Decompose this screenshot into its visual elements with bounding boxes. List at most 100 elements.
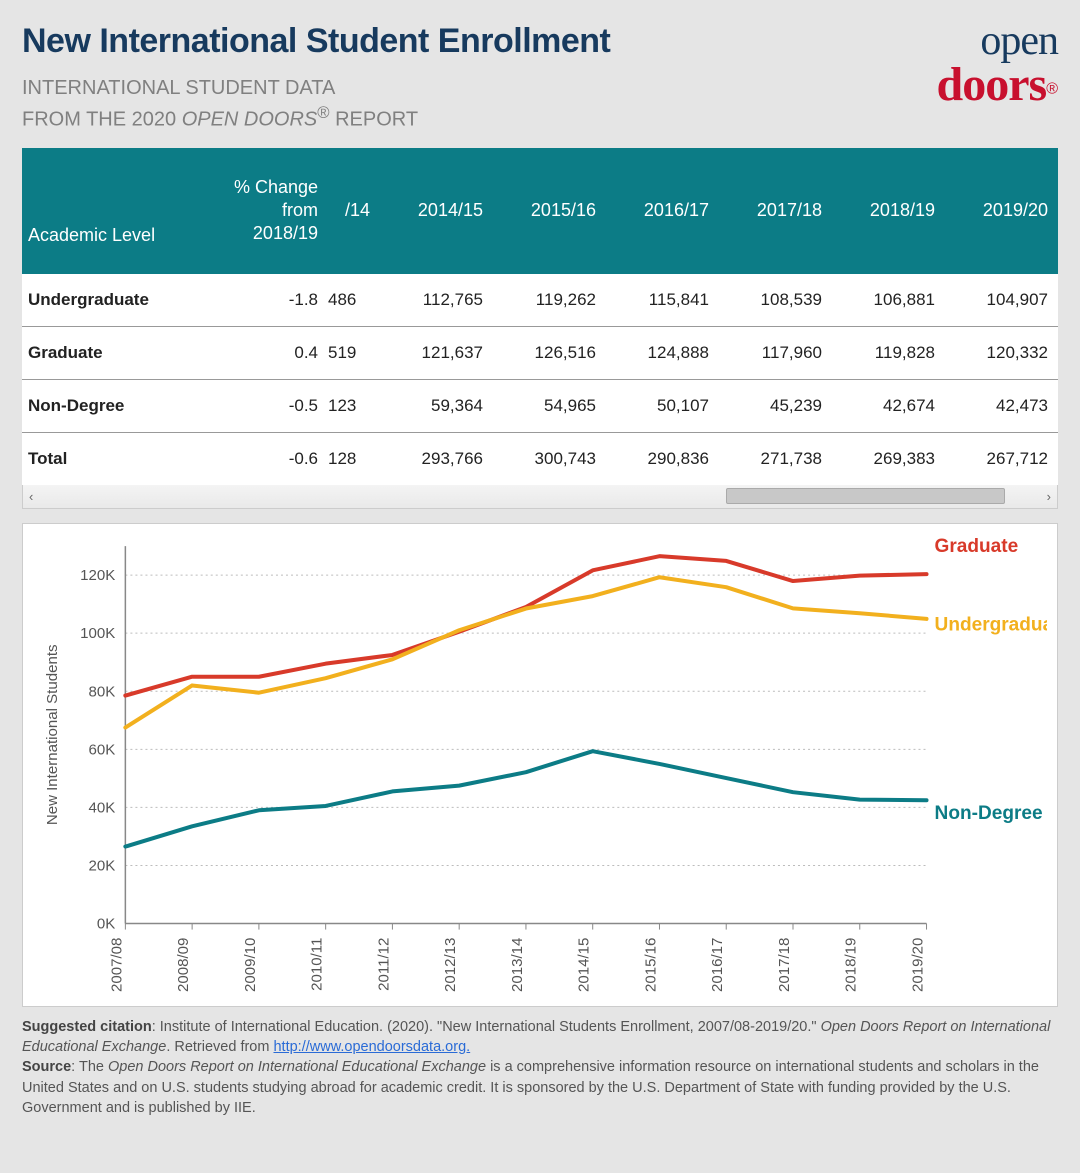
col-year: 2019/20 <box>945 148 1058 274</box>
row-cell: 50,107 <box>606 379 719 432</box>
table-row: Non-Degree-0.512359,36454,96550,10745,23… <box>22 379 1058 432</box>
col-year: 2016/17 <box>606 148 719 274</box>
row-cell: 54,965 <box>493 379 606 432</box>
row-cell: 106,881 <box>832 274 945 327</box>
col-year: 2014/15 <box>380 148 493 274</box>
subtitle-line2-prefix: FROM THE 2020 <box>22 109 182 131</box>
row-partial: 123 <box>328 379 380 432</box>
svg-text:2014/15: 2014/15 <box>576 937 593 991</box>
source: Source: The Open Doors Report on Interna… <box>22 1057 1058 1118</box>
col-change: % Change from 2018/19 <box>197 148 328 274</box>
row-cell: 119,828 <box>832 326 945 379</box>
row-cell: 115,841 <box>606 274 719 327</box>
row-cell: 59,364 <box>380 379 493 432</box>
header: New International Student Enrollment INT… <box>22 22 1058 134</box>
row-cell: 300,743 <box>493 432 606 485</box>
data-table-wrap: Academic Level % Change from 2018/19 /14… <box>22 148 1058 509</box>
registered-mark: ® <box>317 103 329 122</box>
row-cell: 119,262 <box>493 274 606 327</box>
scrollbar-thumb[interactable] <box>726 488 1005 504</box>
row-level: Undergraduate <box>22 274 197 327</box>
row-cell: 267,712 <box>945 432 1058 485</box>
svg-text:40K: 40K <box>89 799 116 816</box>
svg-text:60K: 60K <box>89 741 116 758</box>
row-cell: 45,239 <box>719 379 832 432</box>
svg-text:2017/18: 2017/18 <box>776 937 793 991</box>
row-level: Total <box>22 432 197 485</box>
row-cell: 121,637 <box>380 326 493 379</box>
svg-text:2015/16: 2015/16 <box>642 937 659 991</box>
subtitle-line2-italic: OPEN DOORS <box>182 109 318 131</box>
row-cell: 120,332 <box>945 326 1058 379</box>
row-level: Graduate <box>22 326 197 379</box>
svg-text:2012/13: 2012/13 <box>442 937 459 991</box>
horizontal-scrollbar[interactable]: ‹ › <box>22 485 1058 509</box>
svg-text:120K: 120K <box>80 567 115 584</box>
row-cell: 290,836 <box>606 432 719 485</box>
svg-text:Graduate: Graduate <box>935 536 1019 557</box>
subtitle-line1: INTERNATIONAL STUDENT DATA <box>22 77 335 99</box>
col-year: 2015/16 <box>493 148 606 274</box>
svg-text:2013/14: 2013/14 <box>509 937 526 991</box>
svg-text:2011/12: 2011/12 <box>375 937 392 990</box>
svg-text:2009/10: 2009/10 <box>242 937 259 991</box>
svg-text:2007/08: 2007/08 <box>108 937 125 991</box>
chart-card: 0K 20K 40K 60K 80K 100K 120K 2007/08 2008/09 2009… <box>22 523 1058 1007</box>
row-change: -0.5 <box>197 379 328 432</box>
row-cell: 271,738 <box>719 432 832 485</box>
logo-registered-icon: ® <box>1046 81 1058 98</box>
logo: open doors® <box>937 22 1058 107</box>
svg-text:2016/17: 2016/17 <box>709 937 726 991</box>
table-row: Total-0.6128293,766300,743290,836271,738… <box>22 432 1058 485</box>
row-cell: 104,907 <box>945 274 1058 327</box>
row-partial: 486 <box>328 274 380 327</box>
col-year: 2018/19 <box>832 148 945 274</box>
row-cell: 126,516 <box>493 326 606 379</box>
row-cell: 112,765 <box>380 274 493 327</box>
table-header-row: Academic Level % Change from 2018/19 /14… <box>22 148 1058 274</box>
table-row: Undergraduate-1.8486112,765119,262115,84… <box>22 274 1058 327</box>
col-partial-year: /14 <box>328 148 380 274</box>
row-partial: 519 <box>328 326 380 379</box>
col-year: 2017/18 <box>719 148 832 274</box>
svg-text:0K: 0K <box>97 915 115 932</box>
row-cell: 269,383 <box>832 432 945 485</box>
svg-text:2018/19: 2018/19 <box>843 937 860 991</box>
footer: Suggested citation: Institute of Interna… <box>0 1017 1080 1134</box>
logo-open: open <box>937 22 1058 62</box>
row-cell: 42,674 <box>832 379 945 432</box>
row-level: Non-Degree <box>22 379 197 432</box>
subtitle-line2-suffix: REPORT <box>330 109 419 131</box>
page-title: New International Student Enrollment <box>22 22 937 61</box>
table-row: Graduate0.4519121,637126,516124,888117,9… <box>22 326 1058 379</box>
svg-text:Non-Degree: Non-Degree <box>935 803 1043 824</box>
row-partial: 128 <box>328 432 380 485</box>
row-cell: 293,766 <box>380 432 493 485</box>
row-cell: 124,888 <box>606 326 719 379</box>
scroll-right-icon[interactable]: › <box>1047 489 1051 504</box>
svg-text:Undergraduate: Undergraduate <box>935 614 1047 635</box>
svg-text:2010/11: 2010/11 <box>309 937 326 990</box>
row-change: -0.6 <box>197 432 328 485</box>
svg-text:New International Students: New International Students <box>44 644 61 825</box>
svg-text:80K: 80K <box>89 683 116 700</box>
data-table: Academic Level % Change from 2018/19 /14… <box>22 148 1058 485</box>
svg-text:2019/20: 2019/20 <box>910 937 927 991</box>
citation-link[interactable]: http://www.opendoorsdata.org. <box>273 1039 470 1055</box>
row-cell: 108,539 <box>719 274 832 327</box>
row-change: -1.8 <box>197 274 328 327</box>
svg-text:20K: 20K <box>89 857 116 874</box>
line-chart: 0K 20K 40K 60K 80K 100K 120K 2007/08 2008/09 2009… <box>33 530 1047 1002</box>
citation-label: Suggested citation <box>22 1019 152 1035</box>
subtitle: INTERNATIONAL STUDENT DATA FROM THE 2020… <box>22 75 937 134</box>
source-label: Source <box>22 1059 71 1075</box>
row-cell: 42,473 <box>945 379 1058 432</box>
row-change: 0.4 <box>197 326 328 379</box>
col-level: Academic Level <box>22 148 197 274</box>
logo-doors: doors <box>937 58 1047 111</box>
row-cell: 117,960 <box>719 326 832 379</box>
citation: Suggested citation: Institute of Interna… <box>22 1017 1058 1058</box>
svg-text:2008/09: 2008/09 <box>175 937 192 991</box>
svg-text:100K: 100K <box>80 625 115 642</box>
scroll-left-icon[interactable]: ‹ <box>29 489 33 504</box>
